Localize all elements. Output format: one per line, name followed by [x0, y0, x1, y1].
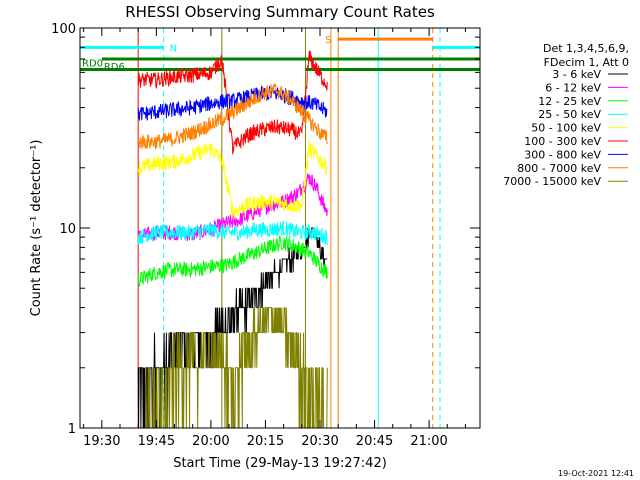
axes: 19:30 19:45 20:00 20:15 20:30 20:45 21:00 1 10 10… [51, 22, 480, 449]
series-layer [137, 50, 328, 428]
y-axis-label: Count Rate (s⁻¹ detector⁻¹) [29, 140, 44, 317]
x-tick-label-1: 19:45 [138, 434, 175, 449]
status-bars: RD0 RD6 N S [80, 35, 480, 73]
saa-label: S [325, 35, 331, 46]
legend-label-4: 25 - 50 keV [538, 108, 601, 121]
legend-header-0: Det 1,3,4,5,6,9, [543, 42, 629, 55]
legend-label-6: 100 - 300 keV [524, 135, 601, 148]
legend: Det 1,3,4,5,6,9,FDecim 1, Att 03 - 6 keV… [503, 42, 629, 188]
legend-header-1: FDecim 1, Att 0 [544, 56, 629, 69]
legend-label-3: 12 - 25 keV [538, 95, 601, 108]
series-5-trace [137, 141, 328, 220]
series-2-trace [137, 173, 328, 245]
x-tick-label-3: 20:15 [247, 434, 284, 449]
legend-label-5: 50 - 100 keV [531, 122, 601, 135]
legend-label-7: 300 - 800 keV [524, 148, 601, 161]
series-6-trace [137, 50, 328, 155]
series-7-trace [137, 85, 328, 121]
y-tick-label-1: 10 [59, 222, 76, 237]
x-tick-label-2: 20:00 [192, 434, 229, 449]
series-9-trace [138, 307, 328, 428]
series-3-trace [137, 235, 328, 287]
x-tick-label-4: 20:30 [301, 434, 338, 449]
series-8-trace [137, 82, 328, 150]
legend-label-9: 7000 - 15000 keV [503, 175, 601, 188]
timestamp: 19-Oct-2021 12:41 [558, 469, 634, 478]
legend-label-8: 800 - 7000 keV [517, 162, 601, 175]
chart-title: RHESSI Observing Summary Count Rates [125, 3, 435, 21]
legend-label-2: 6 - 12 keV [545, 81, 601, 94]
x-tick-label-0: 19:30 [83, 434, 120, 449]
rd6-label: RD6 [104, 62, 125, 73]
x-tick-label-6: 21:00 [410, 434, 447, 449]
series-4-trace [137, 220, 328, 245]
x-tick-label-5: 20:45 [356, 434, 393, 449]
y-tick-label-2: 100 [51, 22, 76, 37]
legend-label-1: 3 - 6 keV [552, 68, 601, 81]
y-tick-label-0: 1 [68, 422, 76, 437]
x-axis-label: Start Time (29-May-13 19:27:42) [173, 456, 387, 471]
rd0-label: RD0 [82, 59, 103, 70]
night-label: N [170, 43, 177, 54]
